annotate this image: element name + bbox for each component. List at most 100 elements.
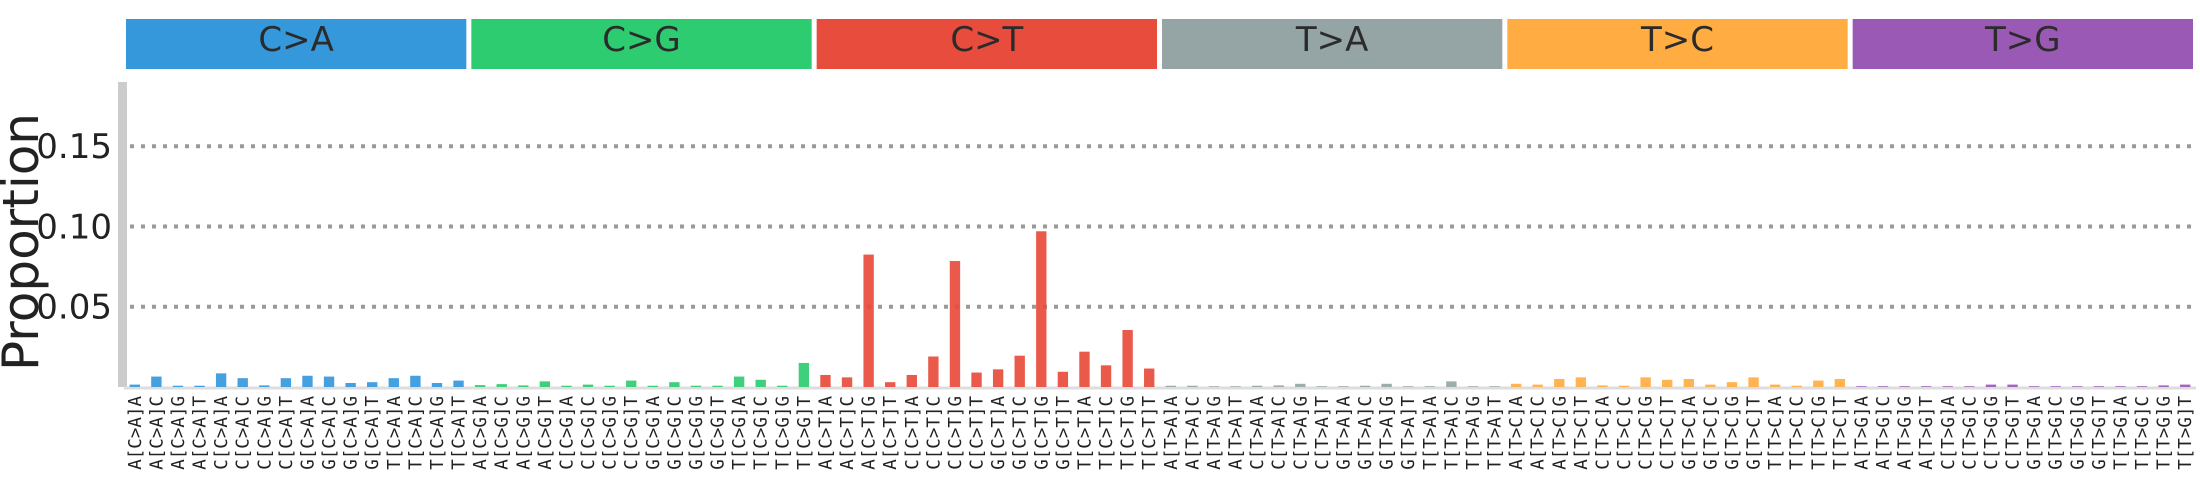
bar-C[T>C]T [1662,379,1673,387]
bar-T[T>G]G [2158,385,2169,387]
bar-G[T>A]T [1403,386,1414,387]
x-tick-label: T[T>C]C [1788,396,1808,470]
x-tick-label: A[C>T]T [881,396,901,470]
bar-C[T>C]G [1640,377,1651,387]
x-tick-label: A[T>G]A [1852,396,1872,470]
bar-C[C>A]C [237,378,248,387]
bar-G[C>A]G [345,382,356,387]
bar-T[C>G]T [798,362,810,387]
bar-T[T>G]A [2115,386,2126,387]
bar-T[T>C]C [1791,385,1802,387]
bar-T[C>T]A [1079,351,1090,387]
x-tick-label: G[T>A]T [1399,396,1419,470]
y-grid [130,144,2196,309]
panel-label-2: C>T [950,20,1023,60]
bar-G[T>G]G [2072,386,2083,387]
panel-label-1: C>G [602,20,681,60]
x-tick-label: G[C>T]G [1032,396,1052,470]
x-tick-label: T[T>G]A [2111,396,2131,470]
x-tick-label: G[C>T]C [1011,396,1031,470]
x-tick-label: C[C>G]C [579,396,599,470]
x-tick-label: C[T>C]G [1637,396,1657,470]
bar-G[C>T]C [1014,355,1025,387]
bar-G[T>G]C [2050,386,2061,387]
x-tick-label: A[C>A]G [169,396,189,470]
bar-C[C>T]C [928,356,939,387]
bar-T[C>T]T [1144,368,1155,387]
x-tick-label: T[C>G]T [795,396,815,470]
x-tick-label: C[T>G]C [1960,396,1980,470]
x-tick-label: C[T>A]T [1313,396,1333,470]
bar-C[C>A]G [259,385,270,387]
bar-T[T>A]A [1424,386,1435,387]
x-tick-label: A[T>G]T [1917,396,1937,470]
bar-C[C>G]C [582,384,594,387]
x-tick-label: A[C>G]T [536,396,556,470]
x-tick-label: G[T>G]T [2090,396,2110,470]
bar-G[C>T]G [1036,231,1047,387]
bar-T[T>C]A [1769,384,1781,387]
bar-G[T>G]T [2093,386,2105,387]
panel-box-3 [1162,19,1503,69]
x-tick-label: G[C>A]A [298,396,318,470]
bar-A[T>C]C [1532,384,1543,387]
y-axis-spine [118,82,127,387]
bar-T[T>C]T [1834,378,1846,387]
x-tick-label: A[T>G]C [1874,396,1894,470]
x-tick-label: G[C>A]G [342,396,362,470]
bar-T[C>G]C [755,379,766,387]
x-tick-label: T[C>A]T [450,396,470,470]
x-tick-label: C[C>T]A [903,396,923,470]
x-tick-label: C[C>A]C [234,396,254,470]
x-tick-label: C[C>T]C [924,396,944,470]
bar-A[T>A]G [1208,386,1220,387]
bar-A[C>A]A [129,384,140,387]
x-tick-label: T[C>A]G [428,396,448,470]
x-tick-label: G[T>C]T [1745,396,1765,470]
bar-C[C>T]G [949,260,961,387]
x-tick-label: A[T>A]T [1227,396,1247,470]
x-tick-label: A[T>C]T [1572,396,1592,470]
x-tick-label: C[C>G]T [622,396,642,470]
bar-G[T>A]A [1338,386,1349,387]
x-tick-label: C[C>T]T [968,396,988,470]
panel-box-4 [1507,19,1848,69]
bar-G[C>G]G [690,385,702,387]
bar-C[C>G]G [604,385,615,387]
x-tick-label: T[C>T]G [1119,396,1139,470]
bar-A[C>A]T [194,385,205,387]
x-tick-label: T[C>G]G [773,396,793,470]
x-tick-label: C[T>A]C [1270,396,1290,470]
x-tick-label: G[T>A]A [1334,396,1354,470]
bar-T[C>G]A [733,376,745,387]
x-tick-label: G[C>G]A [644,396,664,470]
panel-box-0 [126,19,467,69]
bar-A[C>A]C [151,376,162,387]
bar-A[C>A]G [172,385,184,387]
bar-T[T>A]G [1467,386,1479,387]
x-tick-label: G[C>G]G [687,396,707,470]
panel-label-3: T>A [1295,20,1369,60]
x-tick-label: C[C>A]A [212,396,232,470]
bar-G[T>C]A [1683,378,1694,387]
x-tick-label: T[T>G]G [2155,396,2175,470]
y-tick-label: 0.05 [36,288,112,328]
x-tick-label: T[T>A]G [1464,396,1484,470]
x-tick-label: G[T>G]A [2025,396,2045,470]
bar-G[T>C]T [1748,377,1759,387]
x-tick-label: T[C>T]T [1140,396,1160,470]
x-tick-label: A[T>G]G [1896,396,1916,470]
x-tick-label: T[T>G]C [2133,396,2153,470]
x-tick-label: C[C>G]G [601,396,621,470]
x-tick-label: C[T>C]A [1593,396,1613,470]
x-tick-label: C[T>G]G [1982,396,2002,470]
x-tick-label: T[C>A]A [385,396,405,470]
x-tick-label: T[C>G]A [730,396,750,470]
x-tick-label: A[C>T]C [838,396,858,470]
x-tick-label: A[C>A]T [191,396,211,470]
x-tick-label: T[C>T]A [1075,396,1095,470]
panel-label-4: T>C [1640,20,1714,60]
x-tick-label: G[T>C]A [1680,396,1700,470]
bar-A[T>A]C [1187,385,1198,387]
